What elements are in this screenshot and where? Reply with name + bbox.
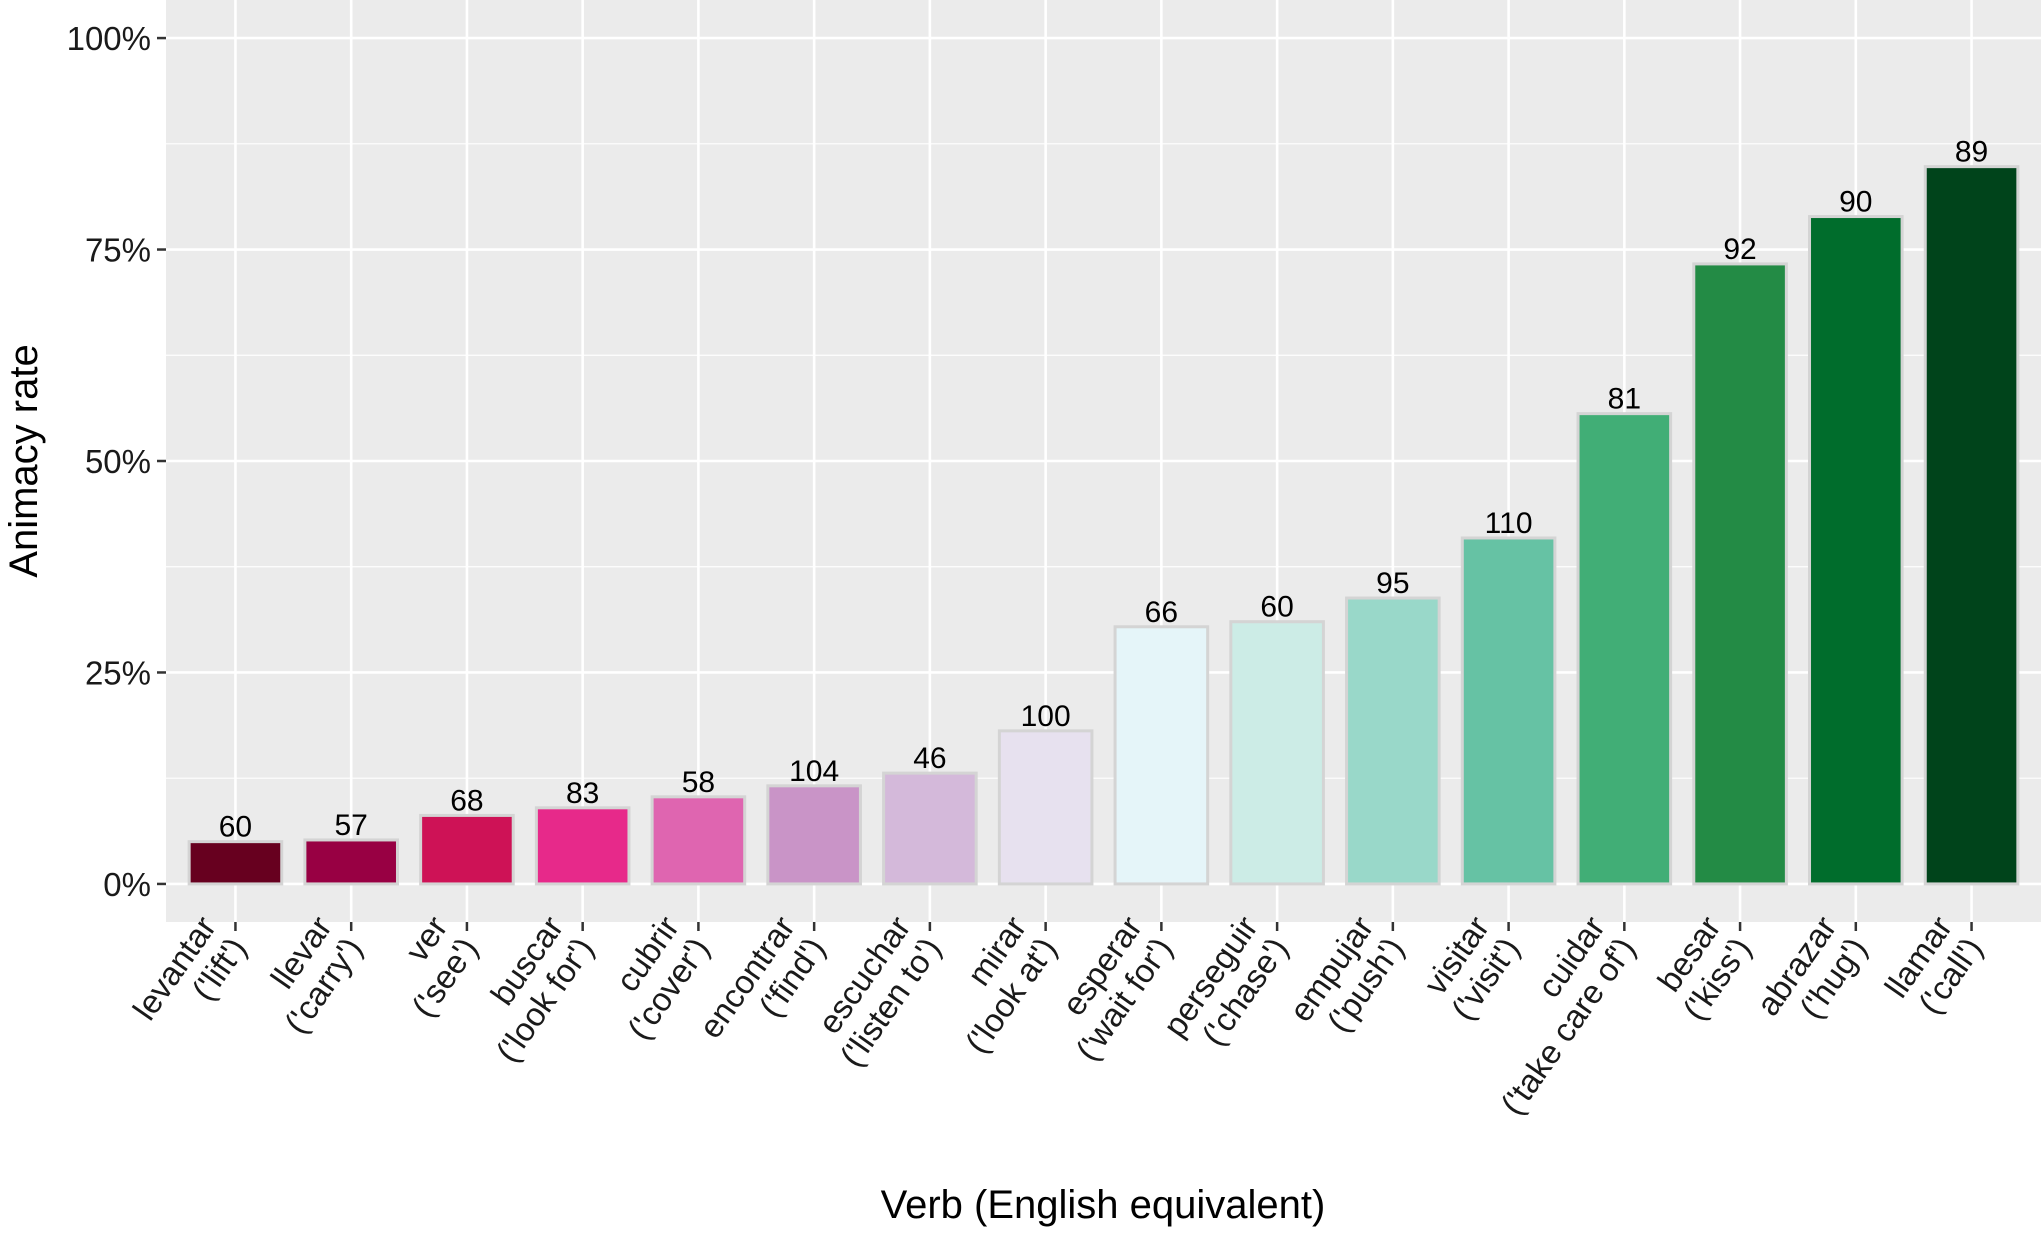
bar-label-abrazar: 90 bbox=[1839, 186, 1872, 219]
x-tick-label-ver: ver('see') bbox=[374, 909, 485, 1023]
y-axis-title: Animacy rate bbox=[2, 344, 46, 577]
bar-esperar bbox=[1113, 625, 1210, 886]
bar-label-visitar: 110 bbox=[1485, 507, 1533, 540]
bar-empujar bbox=[1345, 596, 1441, 886]
x-tick-label-encontrar: encontrar('find') bbox=[691, 909, 832, 1066]
bar-label-llevar: 57 bbox=[334, 809, 367, 842]
x-axis: levantar('lift') llevar('carry') ver('see'… bbox=[125, 909, 1989, 1121]
bars bbox=[187, 165, 2020, 886]
bar-besar bbox=[1692, 262, 1788, 886]
bar-cubrir bbox=[650, 795, 747, 886]
bar-label-levantar: 60 bbox=[219, 811, 252, 844]
bar-label-esperar: 66 bbox=[1145, 596, 1178, 629]
y-tick-label: 50% bbox=[85, 443, 151, 480]
bar-label-escuchar: 46 bbox=[913, 742, 946, 775]
x-tick-label-levantar: levantar('lift') bbox=[125, 909, 253, 1048]
bar-label-besar: 92 bbox=[1723, 233, 1756, 266]
bar-llamar bbox=[1923, 165, 2020, 886]
x-tick-label-esperar: esperar('wait for') bbox=[1038, 909, 1179, 1067]
bar-mirar bbox=[997, 729, 1094, 886]
bar-escuchar bbox=[882, 771, 978, 886]
bar-label-encontrar: 104 bbox=[789, 755, 839, 788]
x-tick-label-mirar: mirar('look at') bbox=[927, 909, 1063, 1059]
bar-visitar bbox=[1460, 536, 1557, 886]
x-tick-label-perseguir: perseguir('chase') bbox=[1156, 909, 1296, 1064]
x-tick-label-buscar: buscar('look for') bbox=[458, 909, 601, 1068]
bar-label-cuidar: 81 bbox=[1608, 383, 1641, 416]
bar-buscar bbox=[534, 806, 631, 886]
y-axis: 0% 25% 50% 75% 100% bbox=[67, 20, 166, 903]
y-tick-label: 25% bbox=[85, 654, 151, 691]
bar-perseguir bbox=[1229, 620, 1325, 886]
bar-llevar bbox=[303, 838, 399, 886]
bar-cuidar bbox=[1576, 412, 1673, 886]
y-tick-label: 0% bbox=[103, 866, 151, 903]
bar-labels: 60 57 68 83 58 104 46 100 66 60 95 110 81 92 90 89 bbox=[219, 136, 1988, 844]
bar-label-cubrir: 58 bbox=[682, 766, 715, 799]
bar-label-mirar: 100 bbox=[1021, 700, 1071, 733]
bar-label-buscar: 83 bbox=[566, 777, 599, 810]
bar-label-empujar: 95 bbox=[1376, 567, 1409, 600]
y-tick-label: 100% bbox=[67, 20, 151, 57]
x-axis-title: Verb (English equivalent) bbox=[881, 1183, 1326, 1227]
x-tick-label-empujar: empujar('push') bbox=[1282, 909, 1411, 1049]
bar-encontrar bbox=[766, 784, 862, 886]
x-tick-label-escuchar: escuchar('listen to') bbox=[802, 909, 948, 1073]
bar-label-perseguir: 60 bbox=[1260, 591, 1293, 624]
bar-levantar bbox=[187, 840, 284, 886]
bar-label-llamar: 89 bbox=[1955, 136, 1988, 169]
bar-ver bbox=[419, 813, 515, 886]
bar-label-ver: 68 bbox=[450, 784, 483, 817]
bar-abrazar bbox=[1808, 215, 1904, 886]
y-tick-label: 75% bbox=[85, 232, 151, 269]
